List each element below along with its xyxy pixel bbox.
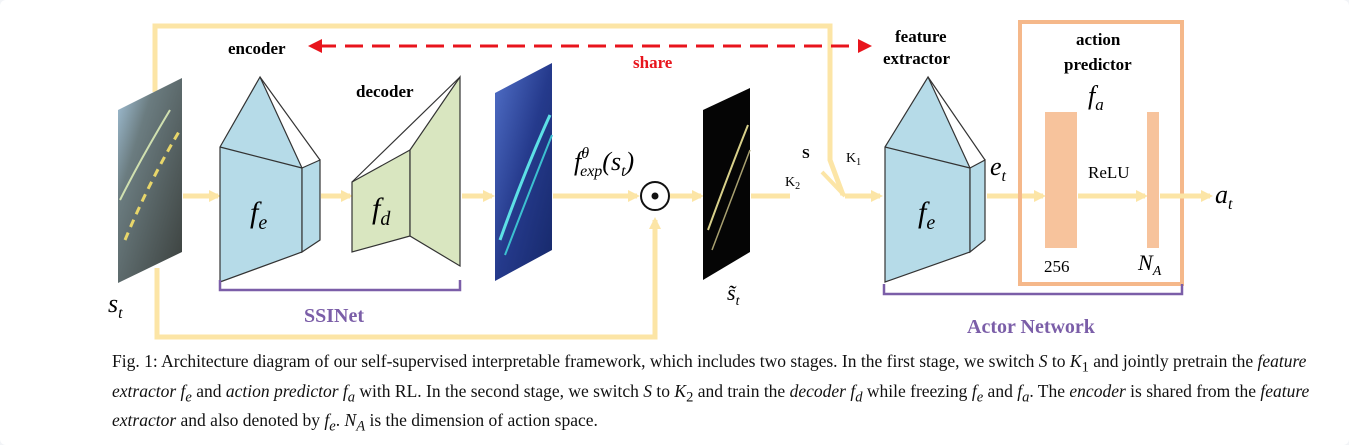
f-exp-label: fθ exp(st) <box>574 145 634 180</box>
a-t-label: at <box>1215 180 1233 213</box>
actor-network-brace <box>882 284 1184 296</box>
input-image <box>118 78 182 283</box>
ssinet-label: SSINet <box>304 305 364 327</box>
s-t-label: st <box>108 289 123 322</box>
actor-network-label: Actor Network <box>967 316 1096 338</box>
mask-image <box>495 63 553 281</box>
switch-s-label: S <box>802 147 810 162</box>
feature-extractor-block <box>884 75 986 283</box>
bottom-loop-line <box>154 217 661 340</box>
decoder-block <box>351 75 461 268</box>
action-predictor-label-1: action <box>1076 30 1121 49</box>
f-a-label: fa <box>1088 81 1104 114</box>
n-a-label: NA <box>1137 250 1162 279</box>
top-loop-line <box>152 23 846 196</box>
feature-extractor-label-1: feature <box>895 27 947 46</box>
switch-k2-label: K2 <box>785 175 800 192</box>
e-t-label: et <box>990 152 1007 185</box>
decoder-label: decoder <box>356 82 414 101</box>
s-tilde-t-label: s̃t <box>727 280 741 309</box>
action-predictor-box <box>1018 20 1184 286</box>
encoder-block <box>219 75 321 283</box>
figure-caption: Fig. 1: Architecture diagram of our self… <box>112 351 1310 435</box>
relu-label: ReLU <box>1088 163 1130 182</box>
hidden-layer-bar <box>1045 112 1077 248</box>
elementwise-multiply-icon <box>640 181 670 211</box>
feature-extractor-label-2: extractor <box>883 49 950 68</box>
dim-256-label: 256 <box>1044 257 1070 276</box>
encoder-label: encoder <box>228 39 286 58</box>
share-label: share <box>633 53 673 72</box>
switch-lever <box>820 170 847 198</box>
switch-k1-label: K1 <box>846 151 861 168</box>
masked-image <box>703 88 751 280</box>
output-layer-bar <box>1147 112 1159 248</box>
action-predictor-label-2: predictor <box>1064 55 1132 74</box>
ssinet-brace <box>218 280 462 292</box>
